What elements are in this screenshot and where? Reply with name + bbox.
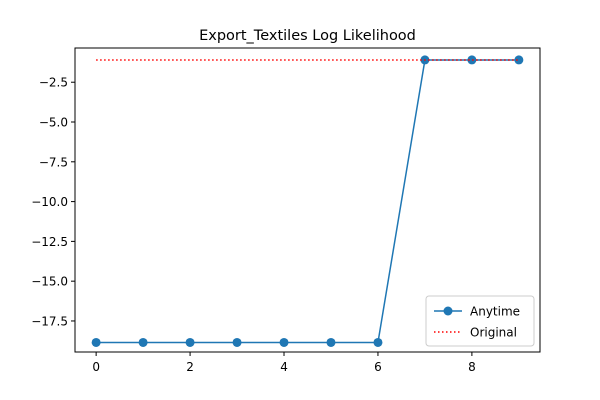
- y-tick-label-0: −17.5: [31, 314, 68, 328]
- data-point-anytime-3: [232, 337, 242, 347]
- data-point-anytime-0: [91, 337, 101, 347]
- y-tick-label-4: −7.5: [39, 155, 68, 169]
- y-tick-label-1: −15.0: [31, 275, 68, 289]
- data-point-anytime-6: [373, 337, 383, 347]
- legend-box: [425, 295, 535, 347]
- x-tick-label-2: 2: [186, 360, 194, 374]
- chart-title: Export_Textiles Log Likelihood: [199, 28, 416, 44]
- y-tick-label-6: −2.5: [39, 76, 68, 90]
- plot-area: 0 2 4 6 8 −17.5 −15.0 −12.5 −10.0 −7.5 −5.0 −2.5: [31, 47, 541, 374]
- x-tick-label-0: 0: [92, 360, 100, 374]
- data-point-anytime-8: [467, 55, 477, 65]
- legend-marker-anytime: [443, 306, 453, 316]
- y-tick-label-5: −5.0: [39, 116, 68, 130]
- x-tick-label-6: 6: [374, 360, 382, 374]
- legend-label-original: Original: [470, 326, 517, 340]
- data-point-anytime-1: [138, 337, 148, 347]
- data-point-anytime-9: [514, 55, 524, 65]
- legend: Anytime Original: [425, 295, 535, 347]
- data-point-anytime-2: [185, 337, 195, 347]
- y-tick-label-3: −10.0: [31, 195, 68, 209]
- x-tick-label-4: 4: [280, 360, 288, 374]
- x-tick-label-8: 8: [468, 360, 476, 374]
- data-point-anytime-5: [326, 337, 336, 347]
- axes-frame: [74, 47, 541, 353]
- data-point-anytime-4: [279, 337, 289, 347]
- y-tick-label-2: −12.5: [31, 235, 68, 249]
- legend-label-anytime: Anytime: [470, 305, 520, 319]
